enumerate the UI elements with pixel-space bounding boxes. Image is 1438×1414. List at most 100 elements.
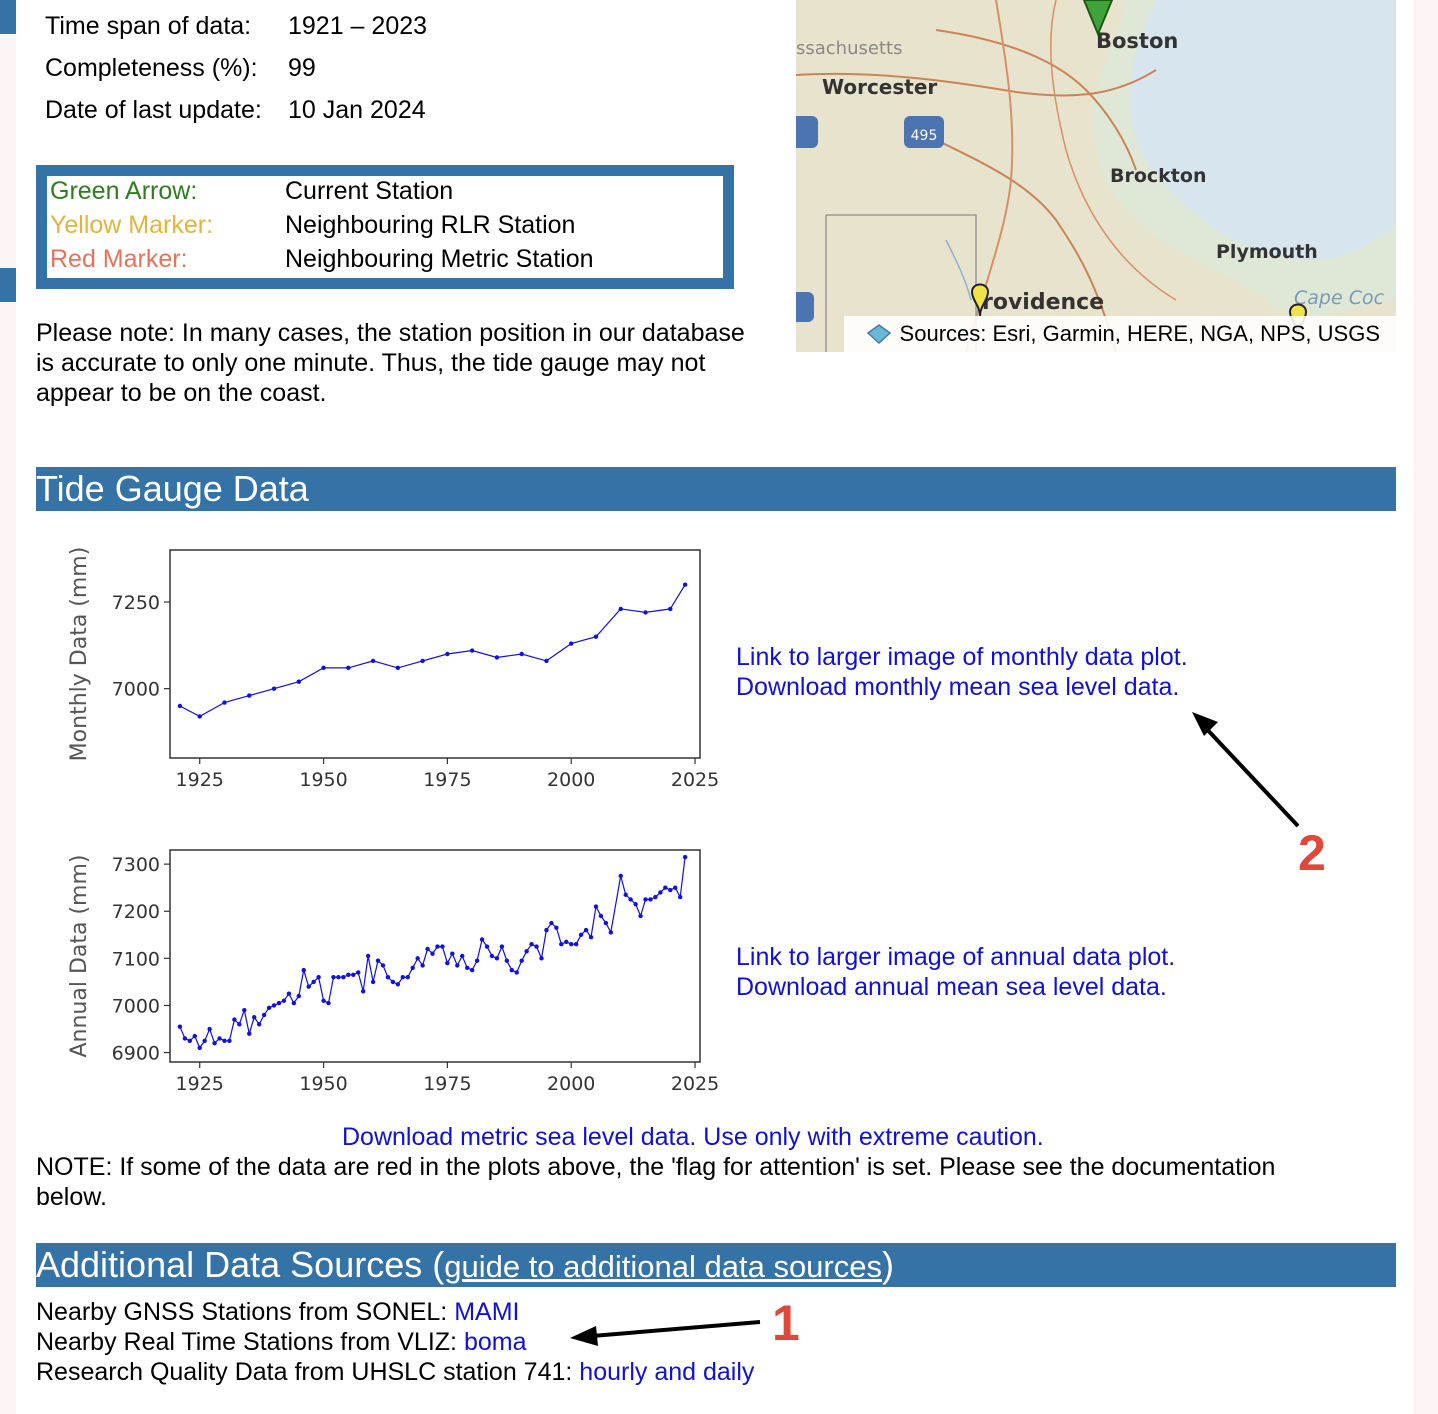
data-point	[385, 975, 391, 980]
plot-frame	[169, 549, 701, 759]
data-point	[524, 949, 529, 954]
data-point	[177, 703, 183, 709]
data-point	[222, 1038, 227, 1043]
meta-value: 99	[288, 54, 316, 82]
y-tick-label: 6900	[112, 1043, 160, 1065]
data-point	[380, 963, 386, 968]
annual-plot[interactable]: 1925 1950 1975 2000 2025 6900 7000 7100 7200 7300…	[50, 828, 740, 1098]
metric-download-link[interactable]: Download metric sea level data. Use only…	[342, 1123, 1044, 1151]
x-tick-label: 2025	[671, 769, 719, 791]
legend-row-yellow: Yellow Marker: Neighbouring RLR Station	[50, 211, 710, 245]
data-point	[569, 641, 574, 646]
data-point	[539, 956, 544, 961]
data-point	[187, 1038, 193, 1043]
data-point	[668, 606, 673, 612]
data-point	[638, 913, 643, 919]
gnss-link[interactable]: MAMI	[454, 1298, 520, 1326]
data-point	[271, 686, 277, 691]
x-tick-label: 1975	[423, 769, 471, 791]
guide-link[interactable]: guide to additional data sources	[444, 1249, 882, 1284]
data-point	[202, 1038, 207, 1043]
monthly-plot[interactable]: 1925 1950 1975 2000 2025 7000 7250 Monthly Data…	[50, 522, 740, 802]
map-label-boston: Boston	[1096, 29, 1178, 53]
legend-value-green: Current Station	[285, 177, 454, 205]
data-point	[569, 942, 574, 947]
annotation-arrow-1	[570, 1320, 761, 1346]
meta-label: Time span of data:	[45, 12, 252, 40]
monthly-image-link[interactable]: Link to larger image of monthly data plo…	[736, 643, 1188, 671]
section-title: Tide Gauge Data	[36, 468, 309, 509]
data-point	[276, 1000, 282, 1006]
data-point	[682, 582, 688, 587]
tide-gauge-section-header: Tide Gauge Data	[36, 467, 1396, 511]
data-point	[286, 991, 292, 996]
section-title: Additional Data Sources	[36, 1244, 423, 1285]
annual-links: Link to larger image of annual data plot…	[736, 942, 1175, 1002]
highway-label: 495	[911, 128, 938, 144]
annual-image-link[interactable]: Link to larger image of annual data plot…	[736, 943, 1176, 971]
data-point	[489, 953, 495, 959]
data-point	[256, 1022, 262, 1027]
data-point	[390, 979, 396, 985]
data-point	[321, 665, 326, 671]
annotation-number-2: 2	[1298, 825, 1326, 881]
data-point	[440, 944, 445, 949]
map-label-plymouth: Plymouth	[1216, 241, 1318, 263]
highway-shield	[904, 116, 944, 148]
y-tick-label: 7300	[112, 854, 160, 876]
data-point	[529, 942, 534, 947]
data-point	[197, 1045, 202, 1051]
left-edge-marker-mid	[0, 268, 16, 302]
uhslc-link[interactable]: hourly and daily	[579, 1358, 755, 1386]
data-point	[677, 894, 683, 900]
legend-key-yellow: Yellow Marker:	[50, 211, 214, 239]
source-label: Nearby GNSS Stations from SONEL:	[36, 1298, 455, 1326]
meta-value: 10 Jan 2024	[288, 96, 426, 124]
map-label-cape-cod: Cape Coc	[1294, 287, 1385, 309]
data-point	[232, 1017, 237, 1022]
data-point	[237, 1022, 242, 1027]
data-point	[425, 946, 430, 952]
x-tick-label: 1925	[176, 1073, 224, 1095]
data-point	[559, 942, 564, 947]
data-point	[301, 967, 306, 973]
data-point	[192, 1033, 197, 1039]
data-point	[360, 989, 366, 994]
y-tick-label: 7000	[112, 679, 160, 701]
data-point	[395, 665, 401, 671]
vliz-link[interactable]: boma	[463, 1328, 527, 1356]
annual-download-link[interactable]: Download annual mean sea level data.	[736, 973, 1167, 1001]
current-station-arrow-icon[interactable]	[1082, 0, 1114, 37]
data-point	[266, 1005, 272, 1011]
source-row-vliz: Nearby Real Time Stations from VLIZ: bom…	[36, 1328, 526, 1357]
data-point	[341, 975, 346, 980]
data-point	[306, 984, 311, 989]
data-point	[564, 939, 569, 945]
legend-key-red: Red Marker:	[50, 245, 188, 273]
data-point	[281, 998, 287, 1003]
x-tick-label: 2000	[547, 769, 595, 791]
data-point	[351, 972, 356, 978]
data-point	[455, 963, 460, 968]
data-point	[578, 932, 584, 937]
data-point	[242, 1007, 247, 1013]
data-point	[608, 930, 614, 935]
source-row-uhslc: Research Quality Data from UHSLC station…	[36, 1358, 754, 1387]
data-point	[494, 956, 500, 961]
data-point	[375, 958, 381, 963]
x-tick-label: 1950	[299, 769, 347, 791]
monthly-download-link[interactable]: Download monthly mean sea level data.	[736, 673, 1180, 701]
data-point	[514, 970, 519, 975]
data-point	[554, 925, 559, 930]
data-point	[261, 1012, 267, 1018]
y-tick-label: 7250	[112, 592, 160, 614]
station-map[interactable]: 495 ssachusetts Boston Worcester Brockto…	[796, 0, 1396, 352]
data-point	[460, 953, 465, 959]
data-point	[544, 927, 549, 933]
data-point	[336, 975, 341, 980]
data-point	[653, 894, 658, 900]
rlr-station-marker-icon[interactable]	[970, 283, 990, 317]
data-point	[474, 958, 480, 963]
legend-key-green: Green Arrow:	[50, 177, 198, 205]
data-point	[499, 944, 505, 949]
